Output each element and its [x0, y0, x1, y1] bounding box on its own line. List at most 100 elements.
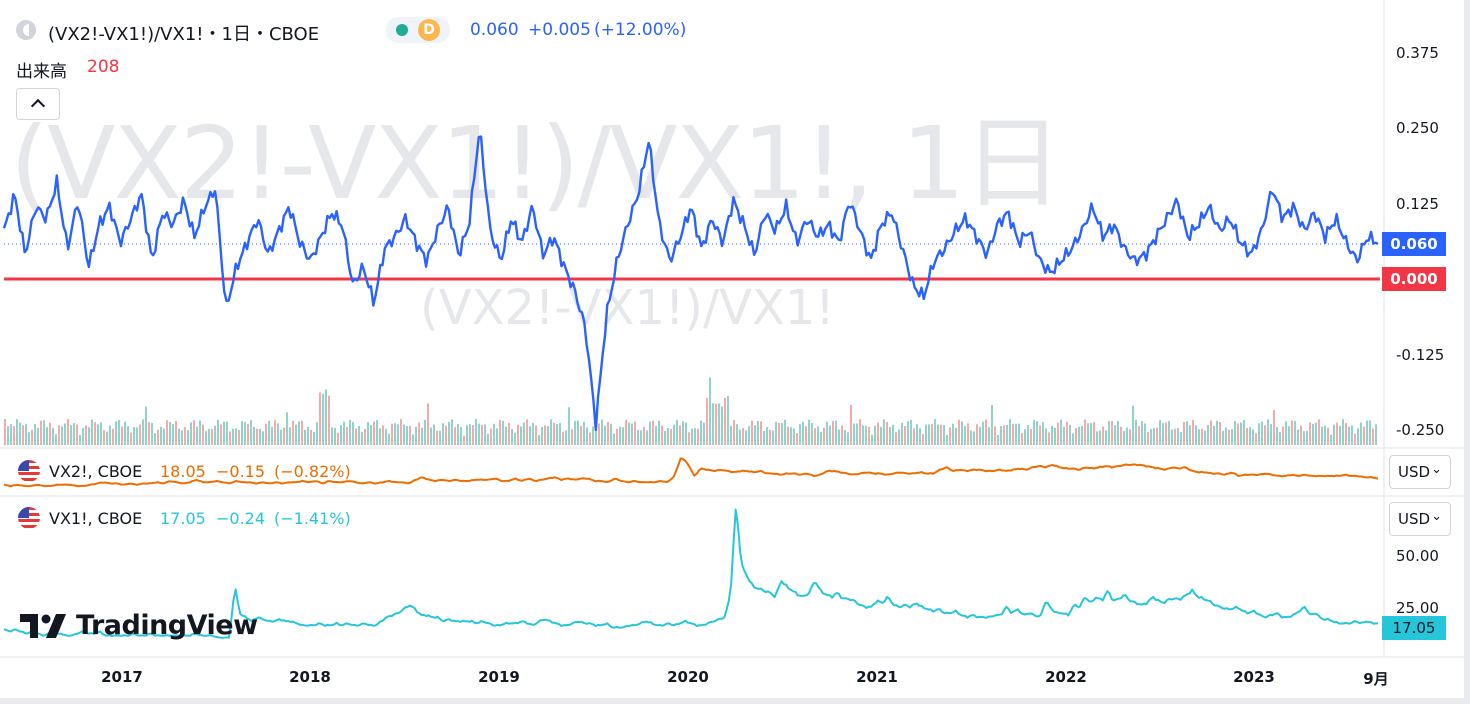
volume-bar: [274, 420, 276, 445]
volume-bar: [880, 426, 882, 445]
volume-bar: [1360, 422, 1362, 445]
volume-bar: [427, 403, 429, 445]
volume-bar: [778, 422, 780, 445]
collapse-legend-button[interactable]: [16, 88, 60, 120]
volume-bar: [580, 426, 582, 445]
volume-bar: [658, 420, 660, 445]
volume-bar: [49, 422, 51, 445]
volume-bar: [910, 419, 912, 445]
volume-bar: [622, 427, 624, 445]
volume-bar: [853, 423, 855, 445]
volume-bar: [58, 425, 60, 445]
volume-bar: [199, 420, 201, 445]
volume-bar: [532, 422, 534, 445]
volume-bar: [52, 427, 54, 445]
volume-bar: [175, 421, 177, 445]
vx1-currency-dropdown[interactable]: USD ⌄: [1389, 502, 1451, 536]
volume-bar: [823, 427, 825, 445]
volume-bar: [484, 424, 486, 445]
volume-bar: [235, 428, 237, 445]
volume-bar: [835, 420, 837, 445]
volume-bar: [445, 425, 447, 445]
volume-bar: [1351, 425, 1353, 445]
volume-bar: [790, 427, 792, 445]
volume-bar: [1039, 425, 1041, 445]
volume-bar: [946, 434, 948, 445]
volume-bar: [340, 425, 342, 445]
volume-bar: [556, 424, 558, 445]
volume-bar: [1333, 424, 1335, 445]
volume-bar: [1348, 426, 1350, 445]
volume-bar: [1060, 419, 1062, 445]
volume-bar: [1093, 422, 1095, 445]
symbol-logo-icon[interactable]: [16, 20, 36, 40]
volume-bar: [1321, 426, 1323, 445]
volume-bar: [862, 425, 864, 445]
volume-bar: [670, 428, 672, 445]
volume-bar: [46, 427, 48, 445]
volume-bar: [1270, 424, 1272, 445]
volume-bar: [916, 424, 918, 445]
tradingview-logo-icon: [20, 614, 66, 638]
volume-bar: [784, 419, 786, 445]
volume-bar: [400, 419, 402, 445]
volume-bar: [895, 432, 897, 445]
volume-bar: [1366, 420, 1368, 445]
volume-bar: [1138, 426, 1140, 445]
volume-bar: [19, 422, 21, 445]
volume-bar: [292, 420, 294, 445]
volume-bar: [883, 419, 885, 445]
volume-bar: [1189, 425, 1191, 445]
market-status-pill[interactable]: D: [386, 17, 450, 43]
volume-bar: [421, 427, 423, 445]
volume-bar: [1297, 429, 1299, 445]
volume-bar: [355, 428, 357, 445]
volume-bar: [733, 420, 735, 445]
volume-bar: [1354, 433, 1356, 445]
volume-bar: [631, 423, 633, 445]
volume-bar: [439, 430, 441, 445]
volume-bar: [898, 429, 900, 445]
volume-bar: [433, 424, 435, 445]
volume-bar: [334, 427, 336, 445]
volume-bar: [940, 424, 942, 445]
volume-bar: [115, 421, 117, 445]
volume-bar: [265, 423, 267, 445]
volume-bar: [100, 422, 102, 445]
volume-bar: [277, 423, 279, 445]
volume-bar: [466, 425, 468, 445]
volume-bar: [751, 420, 753, 445]
volume-bar: [247, 423, 249, 445]
vx1-price-tick: 25.00: [1396, 599, 1439, 617]
volume-bar: [1012, 423, 1014, 445]
time-tick: 2019: [478, 668, 520, 686]
vx1-symbol-label[interactable]: VX1!, CBOE: [49, 509, 143, 528]
volume-bar: [976, 424, 978, 445]
volume-bar: [328, 395, 330, 445]
volume-bar: [70, 425, 72, 445]
volume-bar: [805, 426, 807, 445]
volume-bar: [796, 433, 798, 445]
volume-bar: [925, 424, 927, 445]
volume-bar: [985, 419, 987, 445]
volume-bar: [121, 426, 123, 445]
volume-bar: [397, 424, 399, 445]
volume-bar: [145, 406, 147, 445]
volume-bar: [1276, 427, 1278, 445]
volume-bar: [1045, 428, 1047, 445]
volume-bar: [934, 419, 936, 445]
volume-bar: [1375, 424, 1377, 445]
vx2-currency-dropdown[interactable]: USD ⌄: [1389, 455, 1451, 489]
symbol-title[interactable]: (VX2!-VX1!)/VX1!・1日・CBOE: [48, 24, 320, 45]
volume-bar: [541, 426, 543, 445]
volume-bar: [718, 403, 720, 445]
price-tick: 0.250: [1396, 119, 1439, 137]
vx2-symbol-label[interactable]: VX2!, CBOE: [49, 462, 143, 481]
volume-bar: [457, 424, 459, 445]
volume-bar: [973, 431, 975, 445]
volume-bar: [949, 427, 951, 445]
volume-bar: [589, 432, 591, 445]
volume-bar: [577, 420, 579, 445]
volume-bar: [1246, 427, 1248, 445]
